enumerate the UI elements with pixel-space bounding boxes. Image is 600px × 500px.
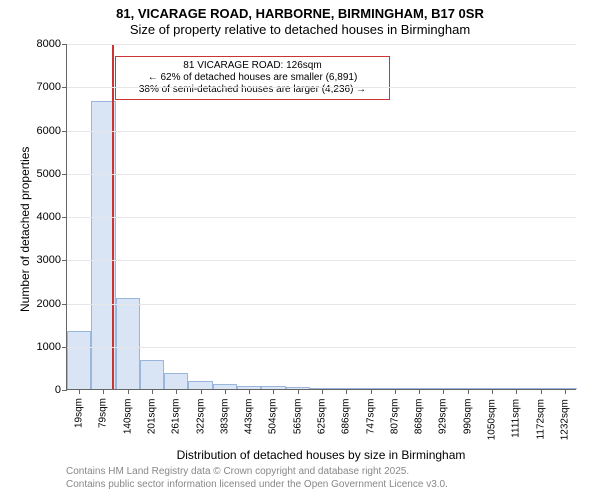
x-tick-mark — [225, 389, 226, 394]
bar — [140, 360, 164, 389]
x-tick-mark — [419, 389, 420, 394]
x-tick-label: 1172sqm — [535, 399, 546, 439]
x-tick-label: 929sqm — [438, 399, 449, 435]
x-tick-mark — [103, 389, 104, 394]
x-tick-label: 504sqm — [268, 399, 279, 435]
x-tick-mark — [371, 389, 372, 394]
y-axis-label: Number of detached properties — [18, 147, 32, 312]
annotation-box: 81 VICARAGE ROAD: 126sqm← 62% of detache… — [115, 56, 390, 100]
gridline — [67, 131, 576, 132]
gridline — [67, 174, 576, 175]
footer-line2: Contains public sector information licen… — [66, 479, 448, 492]
x-tick-mark — [346, 389, 347, 394]
x-tick-mark — [298, 389, 299, 394]
y-tick-label: 8000 — [37, 38, 67, 50]
x-tick-label: 807sqm — [389, 399, 400, 435]
x-tick-label: 990sqm — [462, 399, 473, 435]
x-tick-label: 1232sqm — [559, 399, 570, 440]
y-tick-label: 6000 — [37, 125, 67, 137]
chart-container: { "canvas": { "width": 600, "height": 50… — [0, 0, 600, 500]
x-tick-label: 686sqm — [341, 399, 352, 435]
x-tick-mark — [249, 389, 250, 394]
x-tick-label: 625sqm — [317, 399, 328, 435]
y-tick-label: 7000 — [37, 81, 67, 93]
x-tick-label: 868sqm — [414, 399, 425, 435]
y-tick-label: 1000 — [37, 341, 67, 353]
x-tick-label: 79sqm — [98, 398, 109, 428]
x-tick-mark — [152, 389, 153, 394]
x-tick-mark — [128, 389, 129, 394]
x-tick-mark — [492, 389, 493, 394]
x-tick-mark — [273, 389, 274, 394]
x-tick-mark — [322, 389, 323, 394]
x-tick-mark — [443, 389, 444, 394]
x-tick-label: 383sqm — [219, 399, 230, 435]
gridline — [67, 87, 576, 88]
footer-attribution: Contains HM Land Registry data © Crown c… — [66, 466, 448, 491]
x-tick-mark — [541, 389, 542, 394]
annotation-line: 38% of semi-detached houses are larger (… — [122, 84, 383, 96]
x-tick-mark — [79, 389, 80, 394]
x-tick-label: 747sqm — [365, 399, 376, 435]
annotation-line: 81 VICARAGE ROAD: 126sqm — [122, 60, 383, 72]
x-tick-label: 443sqm — [244, 399, 255, 435]
bar — [116, 298, 140, 389]
annotation-line: ← 62% of detached houses are smaller (6,… — [122, 72, 383, 84]
x-tick-label: 201sqm — [147, 399, 158, 435]
footer-line1: Contains HM Land Registry data © Crown c… — [66, 466, 448, 479]
x-tick-label: 1111sqm — [511, 399, 522, 438]
x-axis-label: Distribution of detached houses by size … — [66, 448, 576, 462]
x-tick-mark — [468, 389, 469, 394]
gridline — [67, 260, 576, 261]
x-tick-label: 19sqm — [74, 398, 85, 428]
bar — [67, 331, 91, 389]
y-tick-label: 5000 — [37, 168, 67, 180]
x-tick-mark — [565, 389, 566, 394]
y-tick-label: 4000 — [37, 211, 67, 223]
x-tick-mark — [395, 389, 396, 394]
plot-area: 81 VICARAGE ROAD: 126sqm← 62% of detache… — [66, 44, 576, 390]
x-tick-label: 261sqm — [171, 399, 182, 435]
bar — [188, 381, 212, 389]
chart-title-line2: Size of property relative to detached ho… — [0, 22, 600, 37]
gridline — [67, 304, 576, 305]
x-tick-label: 322sqm — [195, 399, 206, 435]
y-tick-label: 3000 — [37, 254, 67, 266]
x-tick-mark — [516, 389, 517, 394]
x-tick-label: 1050sqm — [487, 399, 498, 440]
x-tick-mark — [176, 389, 177, 394]
x-tick-label: 140sqm — [122, 399, 133, 435]
x-tick-label: 565sqm — [292, 399, 303, 435]
gridline — [67, 44, 576, 45]
chart-title-line1: 81, VICARAGE ROAD, HARBORNE, BIRMINGHAM,… — [0, 6, 600, 21]
bar — [164, 373, 188, 389]
y-tick-label: 0 — [55, 384, 67, 396]
y-tick-label: 2000 — [37, 298, 67, 310]
gridline — [67, 217, 576, 218]
gridline — [67, 347, 576, 348]
x-tick-mark — [201, 389, 202, 394]
